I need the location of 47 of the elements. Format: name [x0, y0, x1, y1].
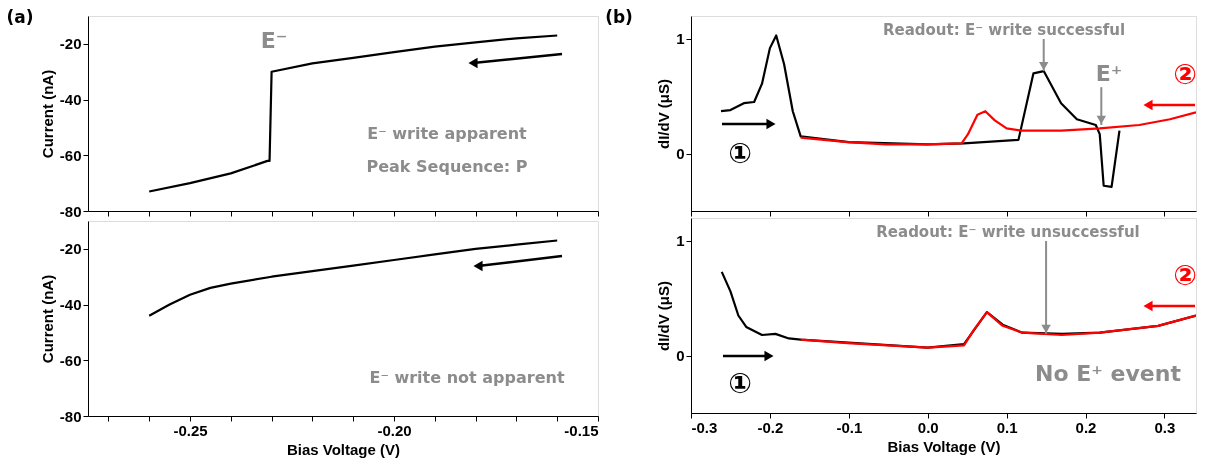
y-axis-title: dI/dV (μS) [655, 78, 673, 150]
x-tick-label: 0.0 [917, 418, 939, 436]
y-tick-label: -80 [59, 202, 82, 220]
x-tick-label: -0.1 [836, 418, 863, 436]
annotation: Readout: E⁻ write successful [882, 21, 1126, 39]
annotation: ① [728, 367, 752, 400]
y-axis-title: Current (nA) [38, 69, 56, 159]
annotation: ① [728, 137, 752, 170]
y-tick-label: 0 [676, 145, 685, 163]
y-tick-label: -60 [59, 351, 82, 369]
text: (a) [6, 7, 34, 27]
y-tick-label: -60 [59, 146, 82, 164]
x-tick-label: -0.2 [757, 418, 784, 436]
y-tick-label: -80 [59, 407, 82, 425]
x-tick-label: 0.1 [996, 418, 1018, 436]
line-series [799, 310, 1196, 349]
annotation: ② [1173, 58, 1197, 91]
line-series [148, 239, 559, 317]
x-axis-title: Bias Voltage (V) [887, 437, 1001, 455]
annotation: E⁺ [1095, 61, 1123, 86]
text: (b) [605, 7, 633, 27]
line-series [148, 34, 559, 193]
annotation: Readout: E⁻ write unsuccessful [876, 223, 1140, 241]
annotation: E⁻ write apparent [367, 124, 528, 143]
y-axis-title: dI/dV (μS) [655, 280, 673, 352]
annotation: E⁻ [260, 28, 288, 53]
y-tick-label: 1 [676, 232, 685, 250]
y-tick-label: -20 [59, 240, 82, 258]
x-tick-label: -0.15 [564, 421, 599, 439]
x-tick-label: -0.20 [377, 421, 412, 439]
y-tick-label: 0 [676, 347, 685, 365]
y-tick-label: -40 [59, 296, 82, 314]
line-series [799, 110, 1196, 146]
y-axis-title: Current (nA) [38, 274, 56, 364]
y-tick-label: 1 [676, 30, 685, 48]
y-tick-label: -20 [59, 35, 82, 53]
x-tick-label: 0.3 [1154, 418, 1176, 436]
x-tick-label: 0.2 [1075, 418, 1097, 436]
line-series [719, 34, 1121, 189]
annotation: No E⁺ event [1035, 361, 1182, 386]
y-tick-label: -40 [59, 91, 82, 109]
x-tick-label: -0.3 [691, 418, 718, 436]
x-axis-title: Bias Voltage (V) [286, 440, 401, 458]
annotation: E⁻ write not apparent [369, 368, 565, 387]
annotation: Peak Sequence: P [366, 157, 528, 176]
x-tick-label: -0.25 [173, 421, 208, 439]
annotation: ② [1173, 259, 1197, 292]
